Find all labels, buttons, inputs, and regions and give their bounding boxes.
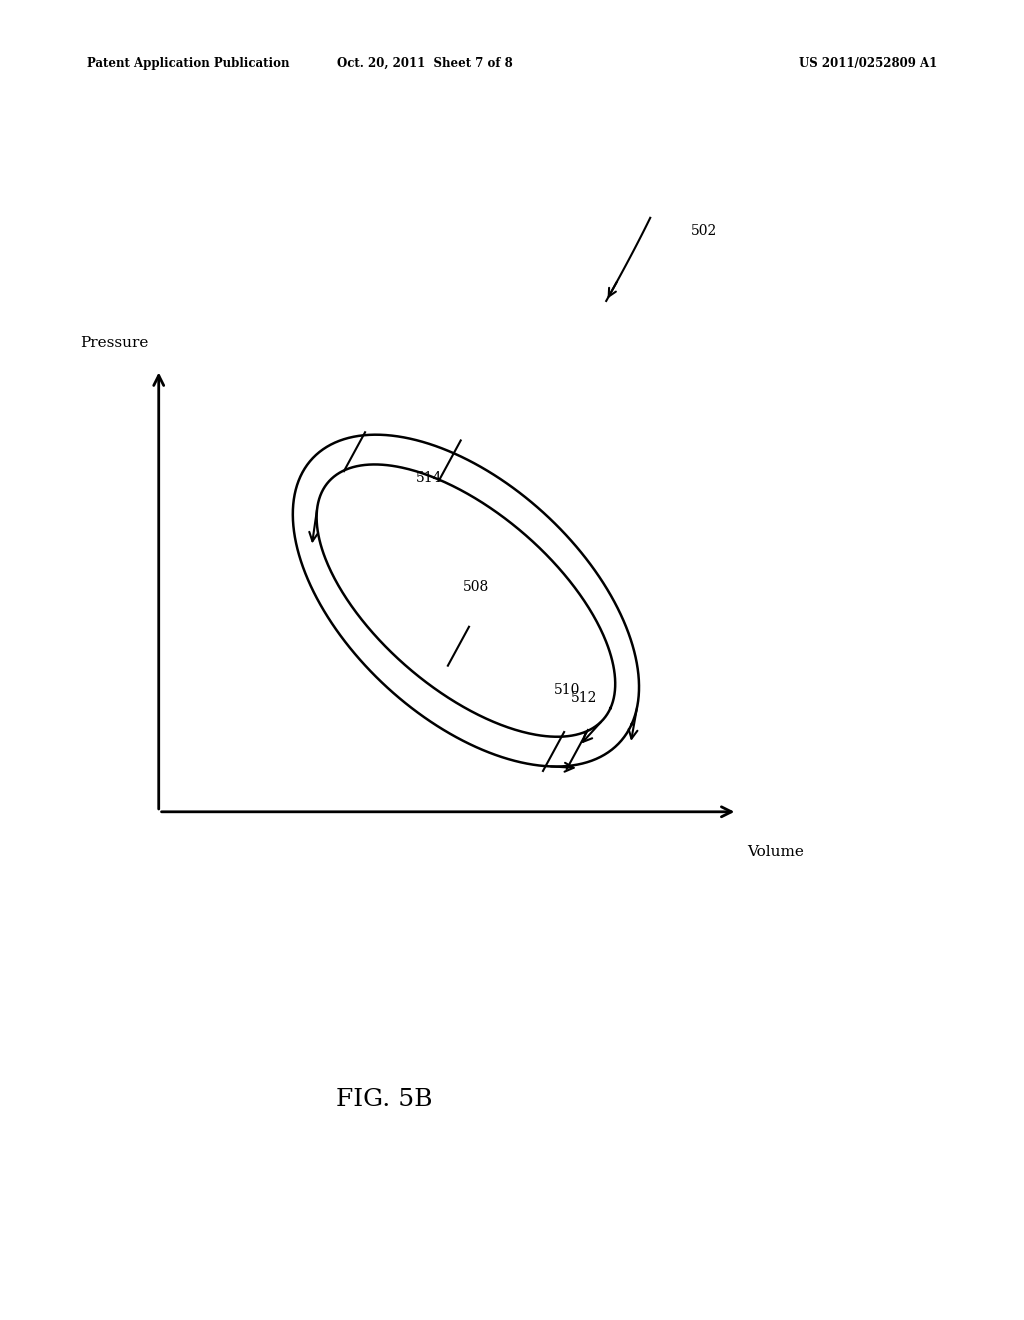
Text: Volume: Volume bbox=[748, 845, 805, 859]
Text: US 2011/0252809 A1: US 2011/0252809 A1 bbox=[799, 57, 937, 70]
Text: 510: 510 bbox=[554, 682, 581, 697]
Text: Oct. 20, 2011  Sheet 7 of 8: Oct. 20, 2011 Sheet 7 of 8 bbox=[337, 57, 513, 70]
Text: FIG. 5B: FIG. 5B bbox=[336, 1088, 432, 1111]
Text: Patent Application Publication: Patent Application Publication bbox=[87, 57, 290, 70]
Text: 512: 512 bbox=[571, 692, 597, 705]
Text: Pressure: Pressure bbox=[80, 335, 148, 350]
Text: 508: 508 bbox=[463, 581, 489, 594]
Text: 502: 502 bbox=[691, 224, 718, 238]
Text: 514: 514 bbox=[416, 471, 442, 486]
